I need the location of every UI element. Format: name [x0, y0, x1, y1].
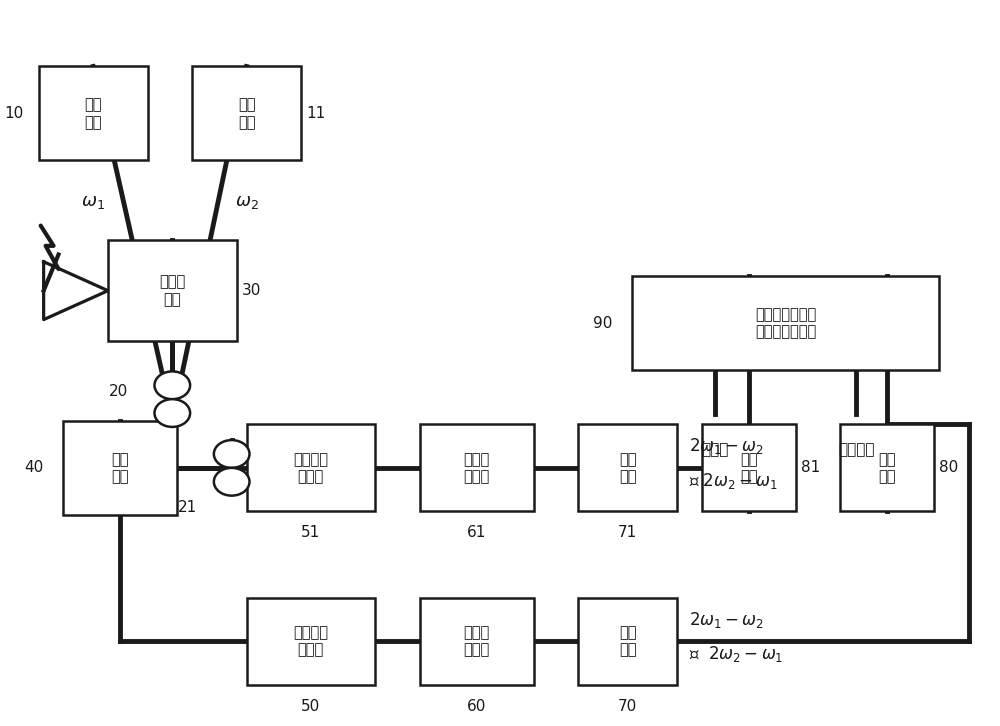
Text: 或 $2\omega_{2}-\omega_{1}$: 或 $2\omega_{2}-\omega_{1}$ [689, 471, 778, 491]
Text: $2\omega_{1}-\omega_{2}$: $2\omega_{1}-\omega_{2}$ [689, 436, 764, 456]
Text: 光探
测器: 光探 测器 [740, 452, 757, 484]
Ellipse shape [214, 440, 249, 468]
Text: 90: 90 [593, 316, 613, 331]
FancyBboxPatch shape [420, 425, 534, 511]
Text: 11: 11 [306, 106, 325, 121]
Text: 61: 61 [467, 526, 486, 540]
Text: 81: 81 [801, 460, 820, 476]
FancyBboxPatch shape [63, 421, 177, 515]
Text: 21: 21 [178, 500, 197, 515]
Text: 光滤
波器: 光滤 波器 [619, 452, 636, 484]
Text: 激光
光源: 激光 光源 [84, 97, 102, 130]
Text: 10: 10 [5, 106, 24, 121]
Text: 时延
元件: 时延 元件 [112, 452, 129, 484]
Text: 50: 50 [301, 699, 320, 714]
Text: 光滤
波器: 光滤 波器 [619, 625, 636, 658]
FancyBboxPatch shape [192, 67, 301, 160]
FancyBboxPatch shape [420, 598, 534, 685]
Text: 掺铒光纤
放大器: 掺铒光纤 放大器 [293, 452, 328, 484]
Text: $\omega_{1}$: $\omega_{1}$ [81, 193, 105, 211]
FancyBboxPatch shape [247, 598, 375, 685]
Ellipse shape [154, 399, 190, 427]
Text: 频率值: 频率值 [702, 443, 729, 457]
FancyBboxPatch shape [247, 425, 375, 511]
Text: 71: 71 [618, 526, 637, 540]
Text: 光学混
频元件: 光学混 频元件 [463, 452, 490, 484]
FancyBboxPatch shape [632, 276, 939, 370]
Text: 电光调
制器: 电光调 制器 [159, 274, 185, 307]
Text: 信号类型: 信号类型 [838, 443, 875, 457]
Text: 51: 51 [301, 526, 320, 540]
Text: 40: 40 [24, 460, 44, 476]
Text: 60: 60 [467, 699, 486, 714]
Ellipse shape [154, 372, 190, 399]
FancyBboxPatch shape [108, 240, 237, 341]
Ellipse shape [214, 468, 249, 496]
Text: 20: 20 [109, 385, 128, 399]
Text: 类型分辨及频率
测量的电路模块: 类型分辨及频率 测量的电路模块 [755, 307, 816, 340]
Text: 70: 70 [618, 699, 637, 714]
FancyBboxPatch shape [702, 425, 796, 511]
Text: 30: 30 [242, 283, 261, 298]
FancyBboxPatch shape [578, 425, 677, 511]
FancyBboxPatch shape [840, 425, 934, 511]
Text: $\omega_{2}$: $\omega_{2}$ [235, 193, 258, 211]
Text: 光学混
频元件: 光学混 频元件 [463, 625, 490, 658]
Text: 光探
测器: 光探 测器 [879, 452, 896, 484]
Text: 80: 80 [939, 460, 958, 476]
FancyBboxPatch shape [39, 67, 148, 160]
Text: 或  $2\omega_{2}-\omega_{1}$: 或 $2\omega_{2}-\omega_{1}$ [689, 645, 783, 664]
Text: 激光
光源: 激光 光源 [238, 97, 255, 130]
Text: 掺铒光纤
放大器: 掺铒光纤 放大器 [293, 625, 328, 658]
Text: $2\omega_{1}-\omega_{2}$: $2\omega_{1}-\omega_{2}$ [689, 610, 764, 629]
FancyBboxPatch shape [578, 598, 677, 685]
